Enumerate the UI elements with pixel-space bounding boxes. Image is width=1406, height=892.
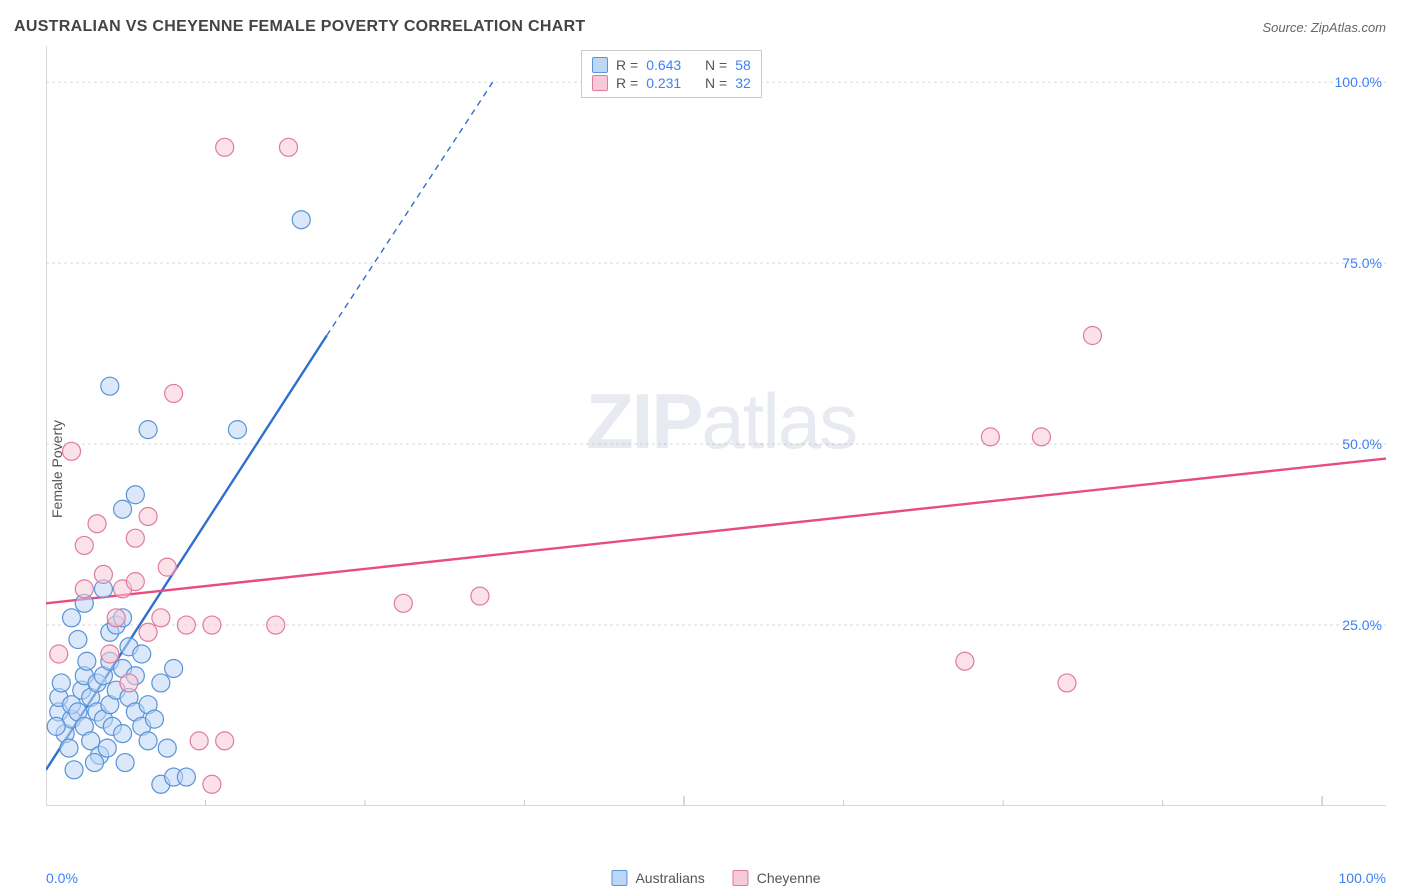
page-title: AUSTRALIAN VS CHEYENNE FEMALE POVERTY CO… [14,18,586,36]
scatter-plot: ZIPatlas R =0.643 N =58R =0.231 N =32 25… [46,46,1386,846]
legend-swatch [733,870,749,886]
n-value: 32 [735,75,751,91]
stats-row: R = 0.643 N = 58 [592,57,751,73]
n-label: N = [705,57,727,73]
legend-swatch [611,870,627,886]
y-tick-label: 25.0% [1342,617,1382,633]
series-swatch [592,75,608,91]
legend-label: Cheyenne [757,870,821,886]
legend-item: Australians [611,870,704,886]
x-axis-max-label: 100.0% [1339,870,1386,886]
n-value: 58 [735,57,751,73]
legend-item: Cheyenne [733,870,821,886]
n-label: N = [705,75,727,91]
source-label: Source: ZipAtlas.com [1262,20,1386,35]
stats-legend-box: R = 0.643 N = 58 R = 0.231 N = 32 [581,50,762,98]
r-label: R = [616,75,638,91]
series-swatch [592,57,608,73]
plot-wrap: Female Poverty ZIPatlas R =0.643 N =58R … [0,46,1406,892]
r-value: 0.643 [646,57,681,73]
r-value: 0.231 [646,75,681,91]
x-axis-row: 0.0% Australians Cheyenne 100.0% [46,870,1386,886]
y-tick-label: 75.0% [1342,255,1382,271]
r-label: R = [616,57,638,73]
legend-bottom: Australians Cheyenne [611,870,820,886]
x-axis-min-label: 0.0% [46,870,78,886]
y-tick-label: 100.0% [1335,74,1382,90]
stats-row: R = 0.231 N = 32 [592,75,751,91]
y-tick-label: 50.0% [1342,436,1382,452]
legend-label: Australians [635,870,704,886]
